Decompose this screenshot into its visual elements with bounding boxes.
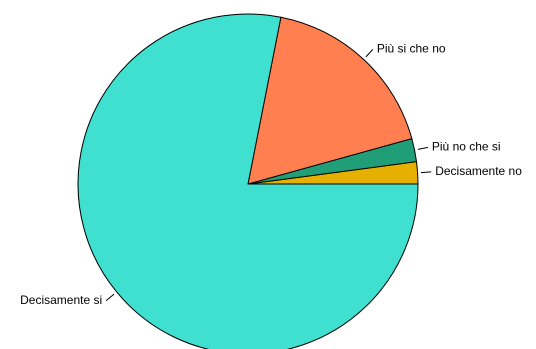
pie-label-piu-si-che-no: Più si che no [377, 42, 446, 56]
leader-line-piu-si-che-no [365, 49, 374, 58]
leader-line-piu-no-che-si [417, 146, 429, 150]
leader-line-decisamente-no [420, 171, 432, 174]
leader-line-decisamente-si [105, 293, 115, 301]
pie-label-decisamente-si: Decisamente si [20, 293, 102, 307]
pie-label-piu-no-che-si: Più no che si [432, 140, 501, 154]
pie-slices [77, 13, 419, 349]
pie-labels: Decisamente no Più no che si Più si che no… [20, 42, 522, 307]
pie-slice-piu-si-che-no [247, 16, 413, 185]
pie-slice-decisamente-si [77, 13, 419, 349]
pie-label-decisamente-no: Decisamente no [435, 164, 522, 178]
